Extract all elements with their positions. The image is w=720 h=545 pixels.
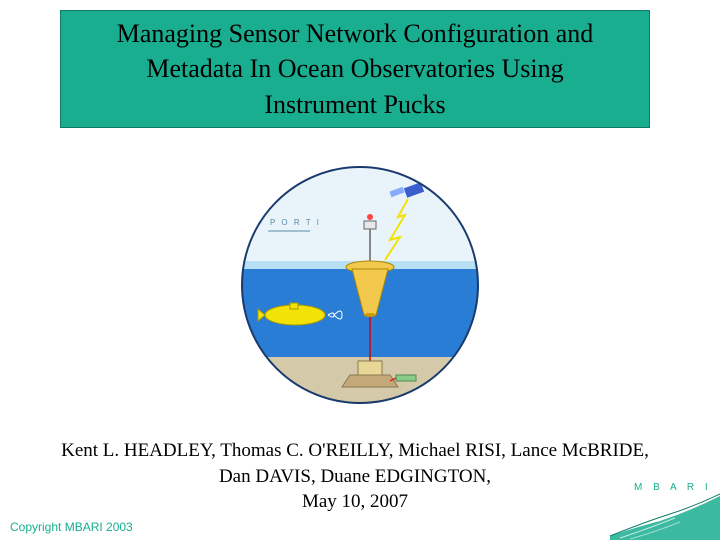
logo-text-icon: M B A R I: [634, 482, 712, 493]
slide-title: Managing Sensor Network Configuration an…: [91, 16, 619, 121]
presentation-date: May 10, 2007: [60, 489, 650, 515]
ocean-observatory-illustration: P O R T I: [240, 165, 480, 405]
copyright-notice: Copyright MBARI 2003: [10, 520, 133, 534]
svg-text:P O R T I: P O R T I: [270, 218, 321, 227]
authors-line: Kent L. HEADLEY, Thomas C. O'REILLY, Mic…: [60, 438, 650, 489]
authors-block: Kent L. HEADLEY, Thomas C. O'REILLY, Mic…: [60, 438, 650, 515]
title-bar: Managing Sensor Network Configuration an…: [60, 10, 650, 128]
mbari-logo: M B A R I: [600, 476, 720, 540]
